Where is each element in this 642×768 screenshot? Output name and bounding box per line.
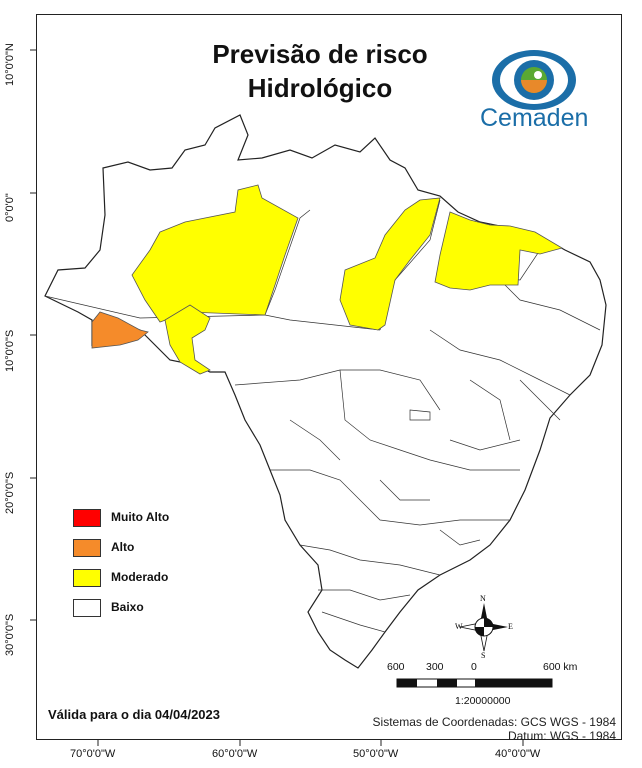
brazil-outline: [44, 114, 607, 669]
west-label: W: [455, 622, 463, 631]
legend-swatch: [73, 539, 101, 557]
cemaden-logo-text: Cemaden: [480, 104, 589, 132]
legend-label: Baixo: [111, 600, 144, 614]
lat-label-30s: 30°0'0"S: [4, 613, 16, 656]
lat-label-10s: 10°0'0"S: [4, 329, 16, 372]
crs-line1: Sistemas de Coordenadas: GCS WGS - 1984: [372, 715, 616, 729]
scale-label-600km: 600 km: [543, 661, 578, 673]
crs-line2: Datum: WGS - 1984: [507, 729, 616, 743]
lon-label-40w: 40°0'0"W: [495, 748, 541, 760]
validity-date: Válida para o dia 04/04/2023: [48, 707, 220, 722]
north-arrow-icon: [459, 603, 508, 652]
legend-swatch: [73, 599, 101, 617]
legend-label: Alto: [111, 540, 135, 554]
lat-label-10n: 10°0'0"N: [4, 43, 16, 86]
east-label: E: [508, 622, 513, 631]
legend-swatch: [73, 569, 101, 587]
scale-label-600: 600: [387, 661, 405, 673]
lat-label-0: 0°0'0": [4, 193, 16, 222]
lat-label-20s: 20°0'0"S: [4, 471, 16, 514]
risk-moderado-areas: [131, 184, 564, 375]
south-label: S: [481, 651, 486, 660]
graticule-ticks: [30, 49, 524, 746]
scale-ratio: 1:20000000: [455, 695, 511, 707]
risk-alto-area: [91, 311, 149, 349]
north-label: N: [480, 594, 486, 603]
map-title-line2: Hidrológico: [247, 73, 393, 103]
lon-label-60w: 60°0'0"W: [212, 748, 258, 760]
scale-bar: [396, 678, 553, 688]
lon-label-50w: 50°0'0"W: [353, 748, 399, 760]
lon-label-70w: 70°0'0"W: [70, 748, 116, 760]
scale-label-300: 300: [426, 661, 444, 673]
map-title-line1: Previsão de risco: [212, 39, 428, 69]
legend-label: Moderado: [111, 570, 169, 584]
cemaden-logo-icon: [492, 50, 576, 110]
legend-label: Muito Alto: [111, 510, 170, 524]
legend-swatch: [73, 509, 101, 527]
scale-label-0: 0: [471, 661, 477, 673]
